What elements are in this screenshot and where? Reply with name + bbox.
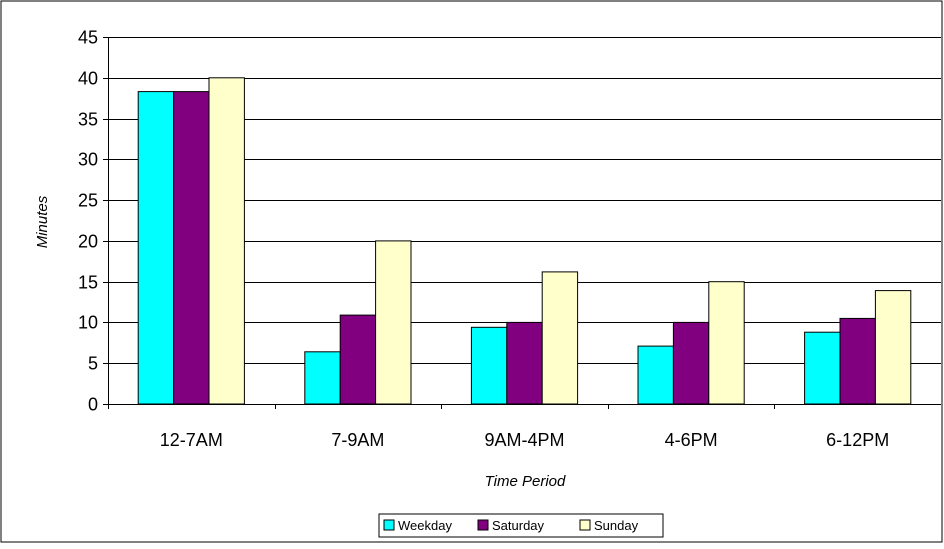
legend-label-weekday: Weekday [398, 518, 452, 533]
bar-saturday-1 [339, 314, 377, 405]
bar-weekday-4 [804, 331, 841, 405]
legend: Weekday Saturday Sunday [378, 513, 664, 538]
bar-weekday-0 [137, 91, 175, 405]
x-tick-label: 7-9AM [331, 430, 384, 450]
bar-sunday-0 [208, 77, 245, 405]
y-tick-labels: 0 5 10 15 20 25 30 35 40 45 [78, 28, 98, 415]
x-tick-label: 6-12PM [826, 430, 889, 450]
y-tick-label: 45 [78, 28, 98, 48]
legend-swatch-weekday [383, 519, 395, 531]
y-tick-label: 20 [78, 232, 98, 252]
x-tick-label: 4-6PM [665, 430, 718, 450]
y-tick-label: 25 [78, 191, 98, 211]
x-axis-title: Time Period [485, 473, 566, 490]
bar-weekday-2 [470, 326, 508, 405]
y-tick-label: 35 [78, 110, 98, 130]
y-axis-title: Minutes [34, 195, 51, 248]
y-tick-label: 0 [88, 395, 98, 415]
axes [103, 37, 941, 409]
legend-label-sunday: Sunday [594, 518, 639, 533]
bar-saturday-3 [672, 321, 710, 405]
x-tick-label: 9AM-4PM [484, 430, 564, 450]
legend-box [378, 513, 664, 538]
bar-weekday-3 [637, 345, 674, 405]
legend-swatch-saturday [477, 519, 489, 531]
y-tick-label: 10 [78, 313, 98, 333]
gridlines [108, 37, 941, 364]
bar-sunday-1 [375, 240, 412, 405]
bars [137, 77, 912, 405]
legend-label-saturday: Saturday [492, 518, 545, 533]
bar-saturday-2 [506, 321, 543, 405]
y-tick-label: 5 [88, 354, 98, 374]
bar-saturday-0 [173, 91, 210, 405]
x-tick-label: 12-7AM [160, 430, 223, 450]
y-tick-label: 15 [78, 273, 98, 293]
bar-sunday-4 [874, 290, 912, 405]
bar-saturday-4 [839, 317, 876, 405]
legend-swatch-sunday [579, 519, 591, 531]
bar-weekday-1 [304, 351, 341, 405]
x-tick-labels: 12-7AM 7-9AM 9AM-4PM 4-6PM 6-12PM [160, 430, 889, 450]
y-tick-label: 40 [78, 69, 98, 89]
bar-sunday-3 [708, 281, 745, 405]
bar-sunday-2 [541, 271, 579, 405]
y-tick-label: 30 [78, 150, 98, 170]
